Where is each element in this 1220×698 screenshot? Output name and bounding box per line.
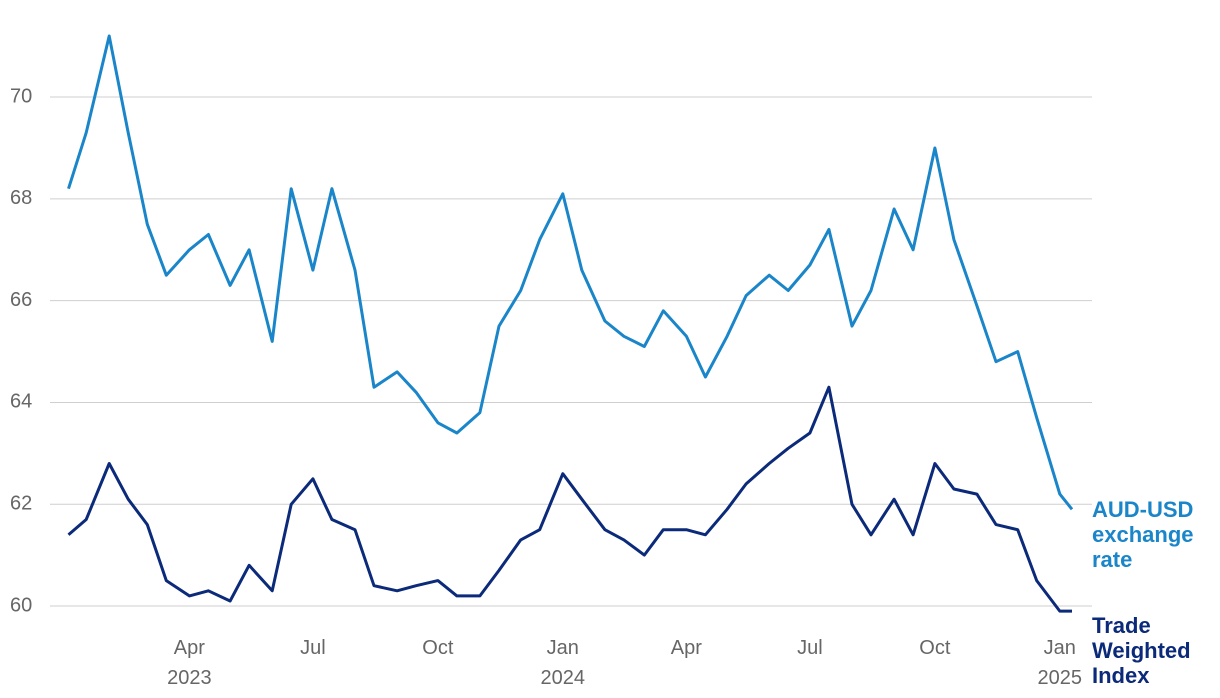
y-tick-label: 60 <box>10 594 32 616</box>
y-tick-label: 64 <box>10 391 32 413</box>
x-tick-label: Jan 2024 <box>540 637 586 689</box>
series-label: Trade Weighted Index <box>1092 613 1191 689</box>
y-tick-label: 68 <box>10 187 32 209</box>
x-tick-label: Apr 2023 <box>167 637 212 689</box>
y-tick-label: 66 <box>10 289 32 311</box>
x-tick-label: Jul <box>797 637 823 659</box>
series-label: AUD-USD exchange rate <box>1092 497 1194 573</box>
y-tick-label: 62 <box>10 493 32 515</box>
x-tick-label: Jan 2025 <box>1037 637 1083 689</box>
x-tick-label: Oct <box>422 637 454 659</box>
y-tick-label: 70 <box>10 85 32 107</box>
series-line <box>67 385 1072 613</box>
x-tick-label: Jul <box>300 637 326 659</box>
x-tick-label: Oct <box>919 637 951 659</box>
x-tick-label: Apr <box>670 637 702 659</box>
series-line <box>67 34 1074 511</box>
